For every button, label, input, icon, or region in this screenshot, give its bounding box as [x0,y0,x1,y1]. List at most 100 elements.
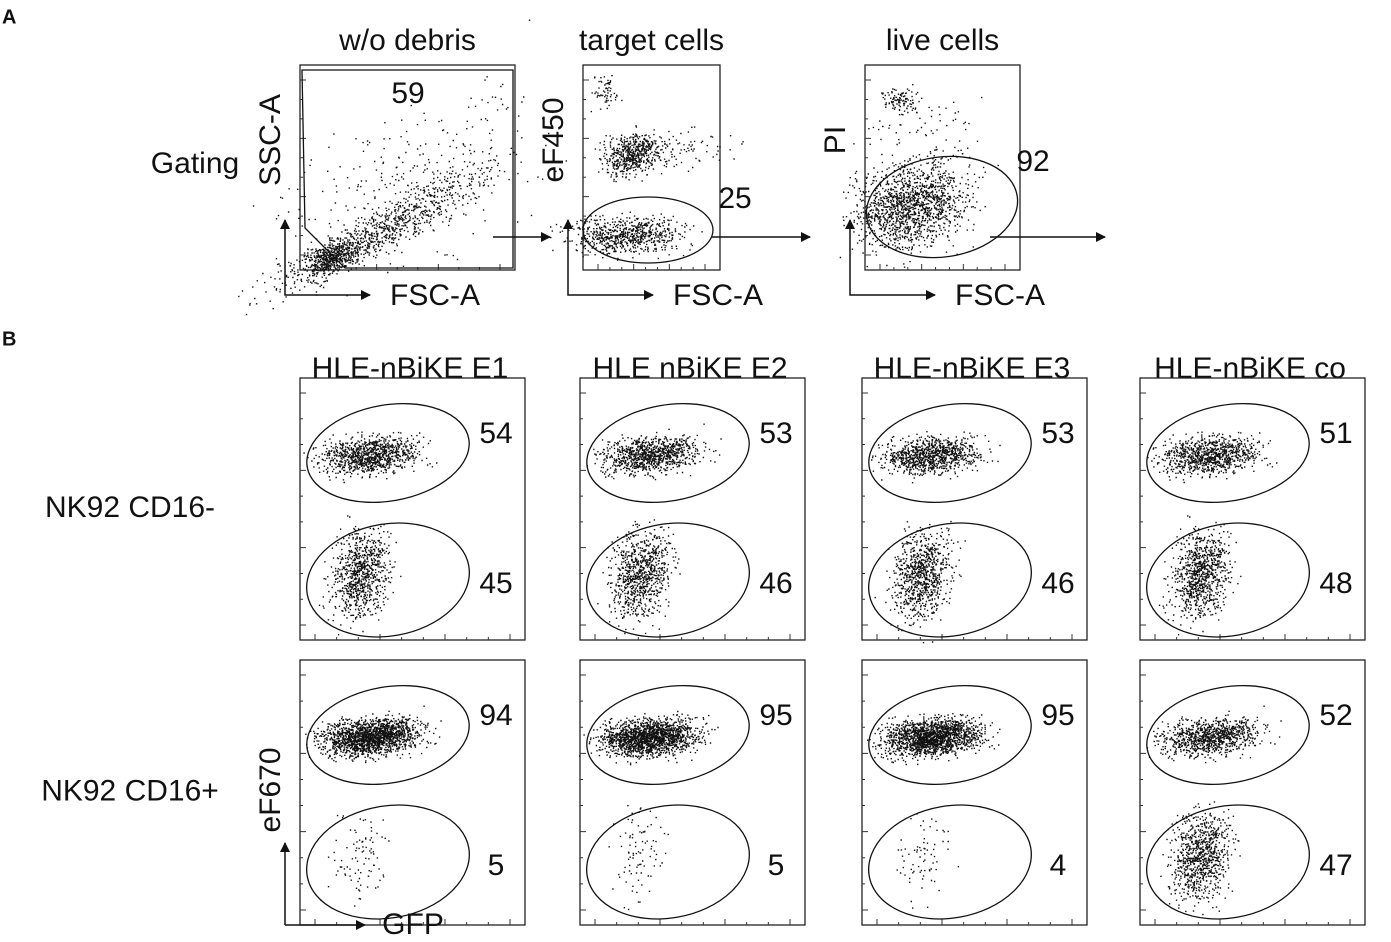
plot-frame [582,64,721,271]
axis-ticks [580,674,791,925]
axis-ticks [862,674,1073,925]
gate [1146,402,1310,504]
gate [586,684,750,786]
plot-frame [299,64,516,271]
x-axis-label: GFP [382,908,444,941]
y-axis-label: SSC-A [254,94,287,186]
event-dots [238,151,519,316]
gate [586,804,750,920]
row-label: NK92 CD16- [45,491,215,524]
x-axis-label: FSC-A [673,279,763,312]
plot-frame [864,64,1021,271]
plot-frame [1139,377,1366,641]
gate [306,402,470,504]
plot-frame [861,659,1088,926]
gate-value: 94 [479,699,512,732]
column-title: HLE-nBiKE co [1154,352,1346,385]
gate-value: 5 [768,849,785,882]
axis-arrow [849,225,936,300]
gate [586,402,750,504]
event-dots [853,89,999,203]
gate-value: 45 [479,567,512,600]
event-dots [867,713,1001,766]
event-dots [318,515,402,636]
plot-frame [579,659,806,926]
axis-arrow [567,225,654,300]
event-dots [293,237,369,282]
row-label: Gating [151,147,239,180]
gate-value: 47 [1319,849,1352,882]
gate-value: 46 [1041,567,1074,600]
y-axis-label: eF450 [537,97,570,182]
gate [868,684,1032,786]
gate-value: 48 [1319,567,1352,600]
gate [301,69,514,269]
gate [868,804,1032,920]
event-dots [839,147,986,268]
event-dots [1160,801,1241,916]
panel-label: B [2,328,16,350]
event-dots [579,710,719,766]
event-dots [1146,705,1282,764]
gate [586,522,750,638]
event-dots [874,520,966,644]
event-dots [303,431,438,484]
gate-value: 25 [718,182,751,215]
gate-value: 95 [759,699,792,732]
x-axis-label: FSC-A [955,279,1045,312]
axis-ticks [300,674,511,925]
column-title: HLE nBiKE E2 [592,352,787,385]
gate [1146,522,1310,638]
plot-frame [861,377,1088,641]
gate-value: 53 [759,417,792,450]
event-dots [608,805,669,911]
gate-value: 51 [1319,417,1352,450]
event-dots [896,813,960,909]
gate [306,684,470,786]
plot-frame [299,659,526,926]
event-dots [305,705,442,764]
gate [582,196,714,264]
event-dots [598,125,674,183]
panel-label: A [2,6,16,28]
gate [865,155,1019,259]
gate-value: 59 [391,77,424,110]
axis-ticks [583,79,706,270]
gate [1146,804,1310,920]
event-dots [599,126,744,172]
plot-frame [299,377,526,641]
gate-value: 54 [479,417,512,450]
column-title: HLE-nBiKE E1 [312,352,509,385]
axis-ticks [1140,674,1351,925]
gate-value: 5 [488,849,505,882]
event-dots [597,519,681,635]
gate [1146,684,1310,786]
column-title: HLE-nBiKE E3 [874,352,1071,385]
axis-arrow [284,225,371,300]
gate [868,522,1032,638]
gate-value: 92 [1016,145,1049,178]
gate [306,522,470,638]
event-dots [320,814,390,907]
x-axis-label: FSC-A [390,279,480,312]
plot-frame [1139,659,1366,926]
plot-title: target cells [579,24,724,57]
gate [868,402,1032,504]
gate-value: 46 [759,567,792,600]
plot-title: w/o debris [338,24,476,57]
y-axis-label: PI [819,126,852,154]
plot-frame [579,377,806,641]
event-dots [550,211,703,261]
event-dots [1158,515,1242,636]
plot-title: live cells [886,24,999,57]
event-dots [591,75,623,110]
gate-value: 4 [1050,849,1067,882]
row-label: NK92 CD16+ [41,774,219,807]
event-dots [1147,431,1278,484]
event-dots [881,84,920,116]
event-dots [871,431,1001,484]
gate-value: 53 [1041,417,1074,450]
event-dots [586,423,722,481]
gate-value: 52 [1319,699,1352,732]
